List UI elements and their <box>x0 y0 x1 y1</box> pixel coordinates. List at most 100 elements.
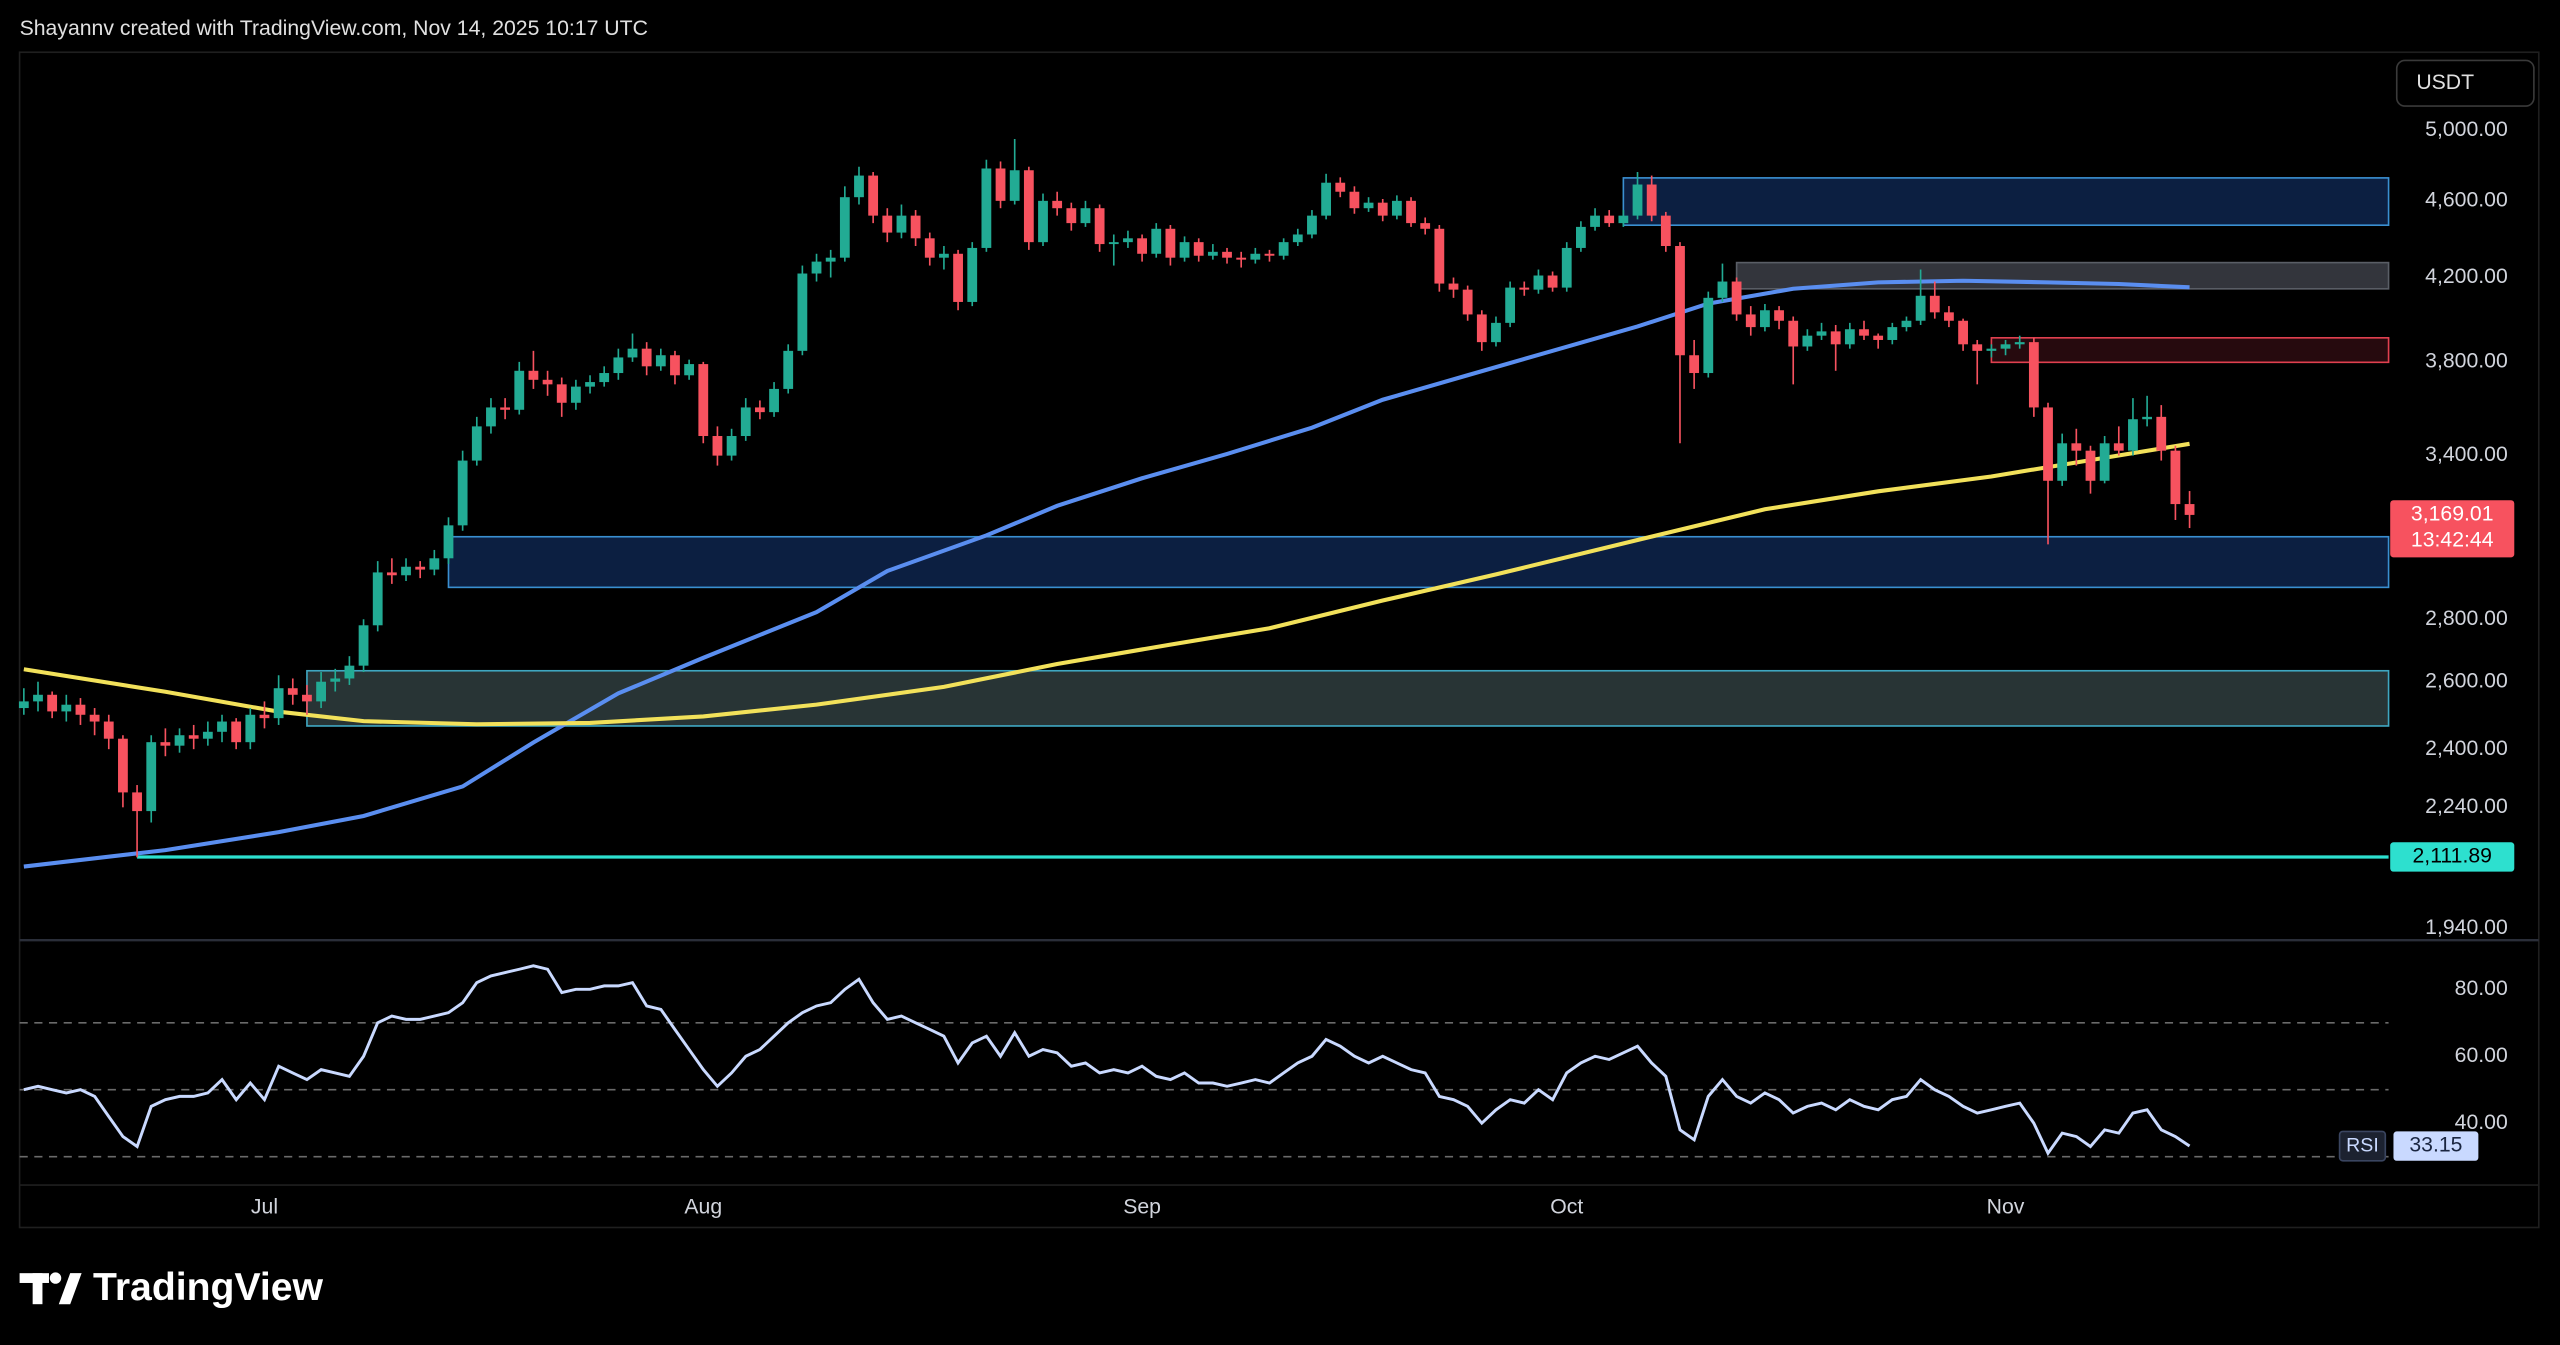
candle-body <box>75 704 86 715</box>
zone <box>447 535 2390 589</box>
countdown-label: 13:42:44 <box>2411 529 2494 552</box>
y-tick-label: 2,800.00 <box>2425 607 2508 630</box>
zone <box>1622 177 2390 227</box>
candle-body <box>372 572 383 626</box>
brand-text: TradingView <box>93 1266 323 1309</box>
candle-body <box>1023 170 1034 243</box>
level-label: 2,111.89 <box>2413 845 2492 868</box>
rsi-line <box>23 964 2191 1157</box>
candle-body <box>500 407 511 410</box>
moving-average <box>23 278 2190 869</box>
candle-body <box>1476 314 1487 343</box>
candle-body <box>1137 238 1147 254</box>
y-tick-label: 2,400.00 <box>2425 737 2508 760</box>
currency-label[interactable]: USDT <box>2416 71 2474 94</box>
candle-body <box>2028 342 2039 408</box>
candle-body <box>1944 312 1954 321</box>
candle-body <box>882 215 893 233</box>
logo-stem <box>32 1273 43 1305</box>
candle-body <box>2014 342 2025 345</box>
candle-body <box>1802 335 1813 347</box>
candle-body <box>358 625 369 666</box>
candle-body <box>2043 407 2053 481</box>
candle-body <box>1193 242 1204 256</box>
zone <box>306 669 2390 727</box>
candle-body <box>981 168 992 248</box>
candle-body <box>1278 242 1289 256</box>
rsi-value: 33.15 <box>2409 1134 2462 1157</box>
candle-body <box>273 688 284 719</box>
tradingview-logo <box>19 1272 82 1305</box>
currency-button[interactable] <box>2395 59 2535 107</box>
logo-slant <box>58 1273 82 1305</box>
candle-body <box>415 566 426 570</box>
candle-body <box>670 355 680 376</box>
candle-body <box>1646 184 1657 216</box>
candle-body <box>1363 202 1374 209</box>
x-tick-label: Jul <box>251 1195 278 1218</box>
candle-body <box>854 175 864 198</box>
candle-body <box>514 370 525 410</box>
candle-body <box>1009 170 1020 201</box>
candle-body <box>684 364 695 376</box>
candle-body <box>486 407 496 427</box>
candle-body <box>1519 287 1530 290</box>
candle-body <box>1731 281 1742 315</box>
candle-body <box>939 253 949 258</box>
candle-body <box>726 436 737 456</box>
candle-body <box>245 714 256 743</box>
candle-body <box>160 742 171 746</box>
candle-body <box>1108 242 1119 245</box>
candle-body <box>797 273 808 351</box>
candle-body <box>1264 253 1275 256</box>
candle-body <box>217 721 227 732</box>
candle-body <box>2085 450 2096 481</box>
x-tick-label: Sep <box>1123 1195 1161 1218</box>
moving-average <box>23 441 2190 727</box>
candle-body <box>2156 416 2167 451</box>
candle-body <box>1816 331 1827 336</box>
candle-body <box>471 426 482 461</box>
candle-body <box>344 665 355 679</box>
y-tick-label: 2,600.00 <box>2425 669 2508 692</box>
candle-body <box>1618 215 1629 224</box>
candle-body <box>47 694 58 712</box>
candle-body <box>825 257 836 262</box>
y-tick-label: 3,800.00 <box>2425 349 2508 372</box>
candle-body <box>2113 443 2124 451</box>
candle-body <box>1222 251 1232 258</box>
y-tick-label: 3,400.00 <box>2425 443 2508 466</box>
rsi-value-box <box>2393 1131 2479 1161</box>
candle-body <box>443 525 454 559</box>
candle-body <box>783 350 794 389</box>
candle-body <box>585 382 595 387</box>
candle-body <box>2099 443 2110 481</box>
candle-body <box>839 197 850 258</box>
chart-frame <box>18 51 2540 1229</box>
candle-body <box>924 238 935 258</box>
candle-body <box>528 370 539 380</box>
candle-body <box>641 348 652 367</box>
candle-body <box>1420 223 1431 229</box>
candle-body <box>386 572 397 576</box>
rsi-name-box <box>2338 1130 2387 1162</box>
y-tick-label: 5,000.00 <box>2425 118 2508 141</box>
candle-body <box>33 694 43 702</box>
candle-body <box>174 735 185 746</box>
candle-body <box>1675 246 1685 356</box>
candle-body <box>1859 329 1869 336</box>
candle-body <box>1151 228 1162 254</box>
candle-body <box>1604 215 1615 224</box>
last-price-box <box>2390 500 2515 558</box>
candle-body <box>2057 443 2068 481</box>
y-tick-label: 1,940.00 <box>2425 916 2508 939</box>
candle-body <box>542 379 553 385</box>
candle-body <box>2142 416 2152 420</box>
candle-body <box>1377 202 1388 216</box>
candle-body <box>1066 208 1077 224</box>
candle-body <box>2184 504 2195 515</box>
candle-body <box>1307 215 1317 235</box>
candle-body <box>1632 184 1643 216</box>
candle-body <box>1717 281 1728 298</box>
